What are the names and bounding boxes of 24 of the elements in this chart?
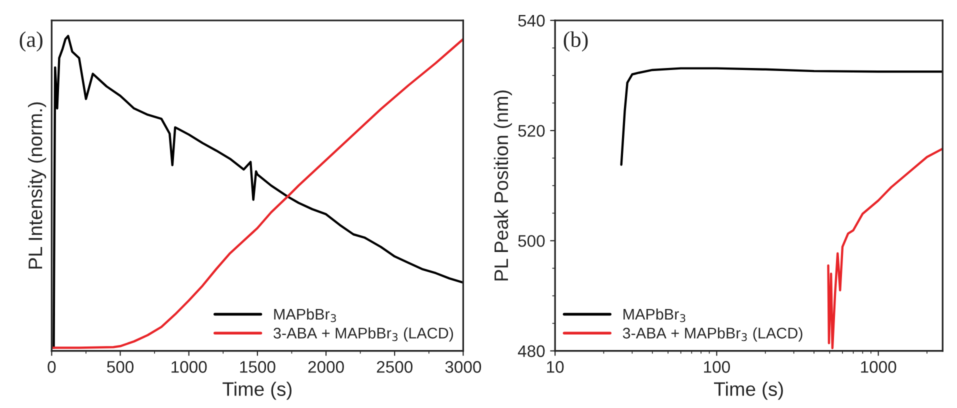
- x-tick-label: 500: [107, 361, 134, 373]
- x-axis-title: Time (s): [222, 382, 292, 400]
- legend-label: 3-ABA + MAPbBr$_{3}$ (LACD): [274, 327, 454, 342]
- x-tick-label: 10: [547, 361, 564, 373]
- y-tick-label: 520: [518, 124, 545, 137]
- y-axis-title: PL Peak Position (nm): [494, 90, 512, 280]
- x-tick-label: 1000: [172, 361, 207, 373]
- text: (a): [20, 31, 42, 52]
- x-tick-label: 1500: [240, 361, 276, 373]
- x-tick-label: 2500: [376, 361, 412, 373]
- y-tick-label: 500: [518, 235, 545, 247]
- x-axis-title: Time (s): [714, 382, 783, 400]
- x-tick-label: 100: [704, 361, 730, 373]
- legend-label: MAPbBr$_{3}$: [274, 308, 336, 322]
- x-tick-label: 3000: [445, 361, 482, 373]
- x-tick-label: 1000: [861, 361, 896, 373]
- legend-label: MAPbBr$_{3}$: [624, 308, 686, 322]
- y-tick-label: 540: [518, 14, 545, 27]
- legend-label: 3-ABA + MAPbBr$_{3}$ (LACD): [622, 327, 802, 342]
- y-tick-label: 480: [518, 345, 545, 358]
- x-tick-label: 0: [48, 361, 56, 373]
- annotation: (b): [564, 31, 588, 52]
- y-axis-title: PL Intensity (norm.): [28, 102, 46, 268]
- x-tick-label: 2000: [308, 361, 344, 373]
